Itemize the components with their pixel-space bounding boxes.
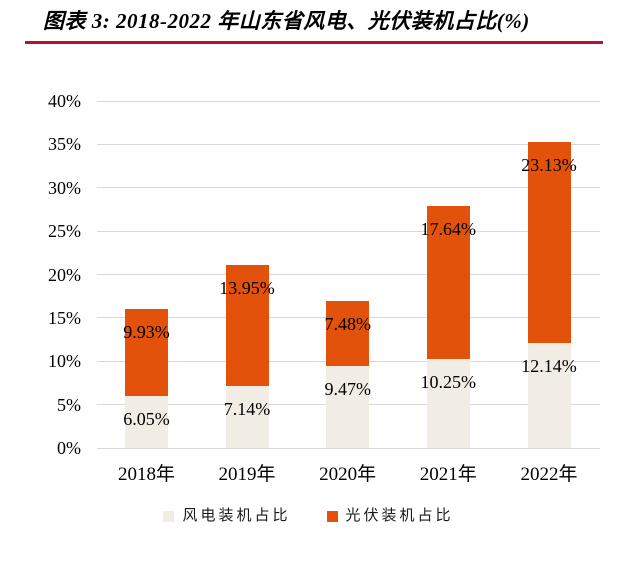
y-axis-tick-label: 10%: [48, 351, 81, 372]
gridline: [97, 143, 600, 145]
data-label-solar-4: 23.13%: [521, 155, 577, 176]
data-label-wind-4: 12.14%: [521, 355, 577, 376]
legend-label-wind: 风电装机占比: [182, 508, 291, 524]
bar-segment-wind-0: [125, 395, 168, 448]
gridline: [97, 100, 600, 102]
bar-segment-wind-3: [426, 359, 470, 448]
legend-swatch-solar: [326, 510, 338, 522]
x-axis-label-2: 2020年: [319, 464, 377, 485]
x-axis-label-0: 2018年: [117, 464, 175, 485]
figure-title: 图表 3: 2018-2022 年山东省风电、光伏装机占比(%): [43, 9, 530, 33]
legend-item-solar: 光伏装机占比: [326, 506, 454, 526]
data-label-solar-2: 7.48%: [324, 313, 371, 334]
legend-item-wind: 风电装机占比: [163, 506, 290, 526]
bar-segment-wind-4: [527, 342, 571, 448]
bar-segment-wind-2: [326, 365, 370, 448]
y-axis-tick-label: 15%: [48, 307, 81, 328]
gridline: [97, 447, 600, 449]
bar-segment-wind-1: [225, 386, 269, 448]
bar-segment-solar-3: [426, 206, 470, 360]
y-axis-tick-label: 0%: [57, 438, 81, 458]
data-label-wind-1: 7.14%: [223, 399, 271, 420]
y-axis-tick-label: 30%: [48, 177, 81, 198]
y-axis-tick-label: 40%: [48, 91, 81, 111]
y-axis-tick-label: 25%: [48, 221, 81, 242]
gridline: [97, 187, 600, 189]
bar-segment-solar-4: [527, 142, 571, 343]
data-label-solar-1: 13.95%: [219, 278, 275, 299]
data-label-wind-0: 6.05%: [123, 408, 170, 429]
data-label-wind-2: 9.47%: [324, 378, 371, 399]
y-axis-tick-label: 35%: [48, 134, 81, 155]
bar-segment-solar-0: [125, 309, 168, 396]
legend-swatch-wind: [163, 510, 175, 522]
gridline: [97, 274, 600, 275]
y-axis-tick-label: 20%: [48, 264, 81, 285]
x-axis-label-3: 2021年: [419, 464, 477, 485]
x-axis-label-1: 2019年: [218, 464, 276, 485]
data-label-solar-3: 17.64%: [420, 219, 477, 240]
legend-label-solar: 光伏装机占比: [345, 508, 454, 524]
data-label-wind-3: 10.25%: [420, 372, 477, 393]
gridline: [97, 230, 600, 232]
bar-segment-solar-2: [326, 300, 370, 366]
legend: 风电装机占比 光伏装机占比: [0, 506, 617, 526]
y-axis-tick-label: 5%: [57, 394, 81, 415]
x-axis-label-4: 2022年: [520, 464, 578, 485]
title-divider: [25, 41, 603, 44]
data-label-solar-0: 9.93%: [123, 322, 170, 343]
bar-segment-solar-1: [225, 265, 269, 387]
